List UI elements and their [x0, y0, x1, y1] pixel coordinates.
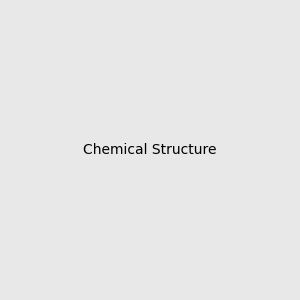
- Text: Chemical Structure: Chemical Structure: [83, 143, 217, 157]
